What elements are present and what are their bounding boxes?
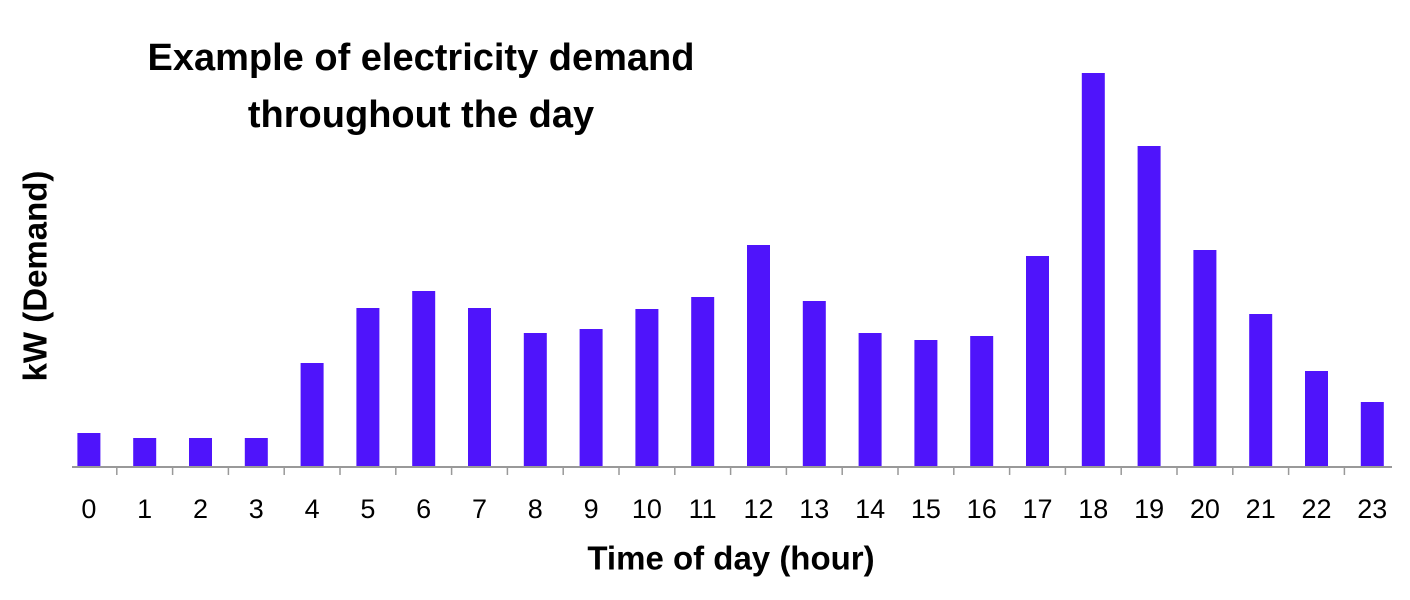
bar: [189, 438, 212, 467]
bar: [858, 333, 882, 467]
bar: [635, 309, 659, 467]
bar: [1193, 250, 1217, 467]
x-tick-label: 9: [584, 494, 599, 524]
bar: [300, 363, 324, 467]
x-tick-label: 15: [911, 494, 941, 524]
x-tick-label: 22: [1301, 494, 1331, 524]
x-axis-label: Time of day (hour): [587, 540, 874, 577]
bar: [523, 333, 547, 467]
bar: [802, 301, 826, 467]
x-tick-label: 13: [799, 494, 829, 524]
y-axis-label: kW (Demand): [17, 171, 54, 382]
x-tick-label: 3: [249, 494, 264, 524]
bar: [1360, 402, 1384, 467]
x-tick-label: 5: [360, 494, 375, 524]
x-tick-label: 12: [743, 494, 773, 524]
bar: [77, 433, 101, 467]
x-tick-label: 18: [1078, 494, 1108, 524]
bar: [1249, 314, 1273, 467]
x-tick-label: 7: [472, 494, 487, 524]
x-tick-label: 11: [689, 494, 717, 524]
x-tick-label: 23: [1357, 494, 1387, 524]
x-tick-label: 20: [1190, 494, 1220, 524]
x-tick-label: 1: [137, 494, 152, 524]
bar: [133, 438, 157, 467]
chart-title: Example of electricity demand: [148, 37, 695, 79]
bar: [691, 297, 715, 467]
bar: [1305, 371, 1328, 467]
bar: [914, 340, 938, 467]
x-tick-label: 2: [193, 494, 208, 524]
bar: [1137, 146, 1161, 467]
x-tick-label: 10: [632, 494, 662, 524]
x-tick-label: 14: [855, 494, 885, 524]
bar: [356, 308, 380, 467]
x-tick-label: 8: [528, 494, 543, 524]
bar: [970, 336, 994, 467]
bar: [579, 329, 603, 467]
bar: [412, 291, 436, 467]
x-tick-label: 19: [1134, 494, 1164, 524]
chart-title: throughout the day: [248, 94, 594, 136]
x-tick-label: 21: [1246, 494, 1276, 524]
x-tick-label: 4: [305, 494, 320, 524]
bar: [244, 438, 268, 467]
bar: [1081, 73, 1105, 467]
x-tick-label: 16: [967, 494, 997, 524]
x-tick-label: 6: [416, 494, 431, 524]
bar: [468, 308, 491, 467]
bar: [1026, 256, 1049, 467]
bar: [747, 245, 770, 467]
x-tick-label: 0: [81, 494, 96, 524]
x-tick-label: 17: [1022, 494, 1052, 524]
